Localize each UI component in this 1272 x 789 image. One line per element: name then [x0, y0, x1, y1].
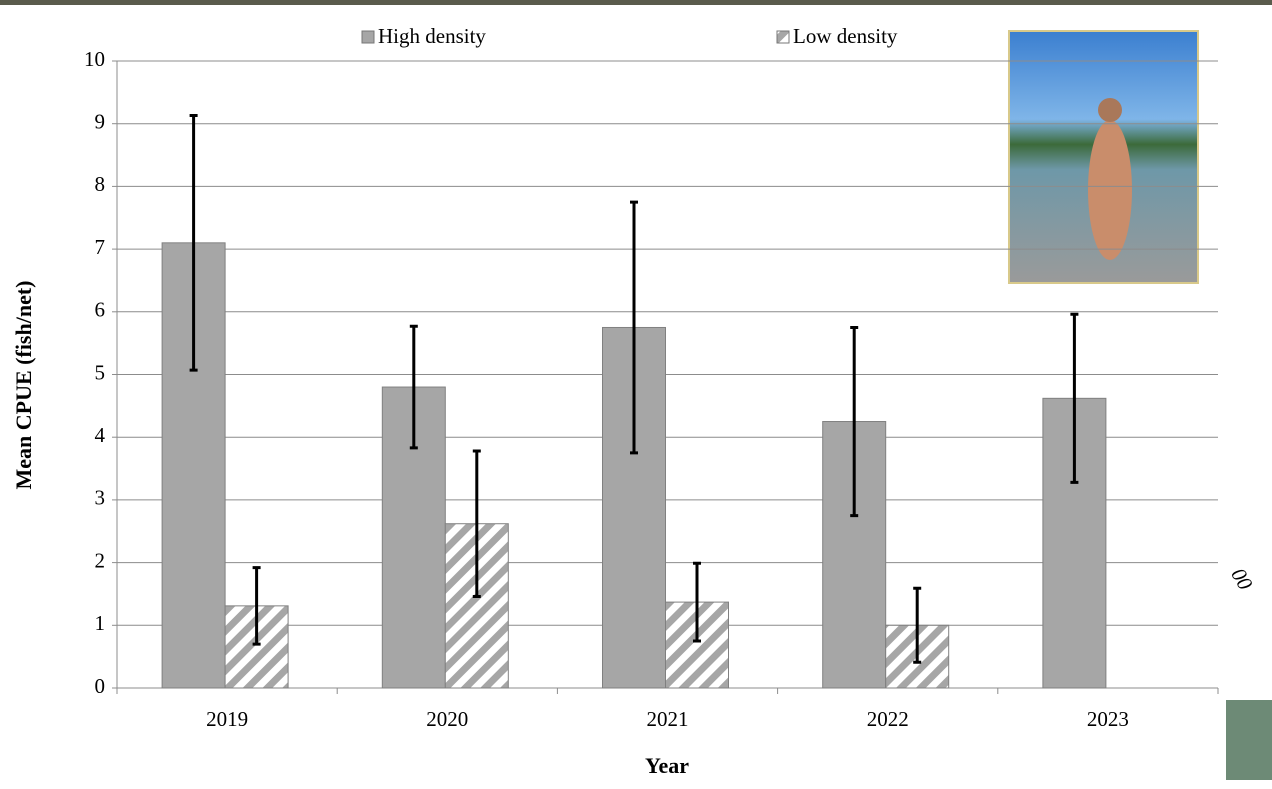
y-tick-label: 8 [95, 172, 106, 196]
legend-label: High density [378, 24, 486, 48]
x-tick-label: 2020 [426, 707, 468, 731]
y-tick-label: 2 [95, 548, 106, 572]
side-text: 00 [1226, 564, 1258, 595]
x-axis-title: Year [645, 753, 689, 778]
y-tick-label: 9 [95, 110, 106, 134]
top-strip [0, 0, 1272, 5]
y-tick-label: 3 [95, 486, 106, 510]
y-tick-label: 5 [95, 360, 106, 384]
y-tick-label: 10 [84, 47, 105, 71]
y-axis-title: Mean CPUE (fish/net) [11, 281, 36, 490]
chart: 00 Year Mean CPUE (fish/net) 0 1 2 3 4 5 6 7 8 9 1… [0, 0, 1272, 789]
x-tick-label: 2019 [206, 707, 248, 731]
x-tick-label: 2021 [647, 707, 689, 731]
legend-swatch [362, 31, 374, 43]
y-tick-label: 0 [95, 674, 106, 698]
map-thumbnail [1226, 700, 1272, 780]
y-tick-label: 4 [95, 423, 106, 447]
legend-swatch [777, 31, 789, 43]
legend-label: Low density [793, 24, 898, 48]
x-tick-label: 2023 [1087, 707, 1129, 731]
x-tick-label: 2022 [867, 707, 909, 731]
y-tick-label: 7 [95, 235, 106, 259]
y-tick-label: 6 [95, 298, 106, 322]
photo [1009, 31, 1198, 283]
y-tick-label: 1 [95, 611, 106, 635]
